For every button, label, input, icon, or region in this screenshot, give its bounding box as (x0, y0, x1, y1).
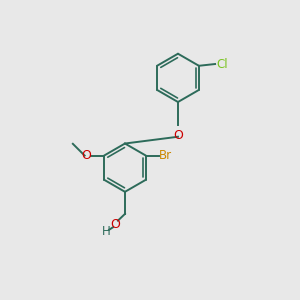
Text: Cl: Cl (216, 58, 228, 70)
Text: Br: Br (159, 149, 172, 162)
Text: O: O (111, 218, 121, 231)
Text: O: O (82, 149, 92, 162)
Text: H: H (102, 225, 111, 238)
Text: O: O (173, 129, 183, 142)
